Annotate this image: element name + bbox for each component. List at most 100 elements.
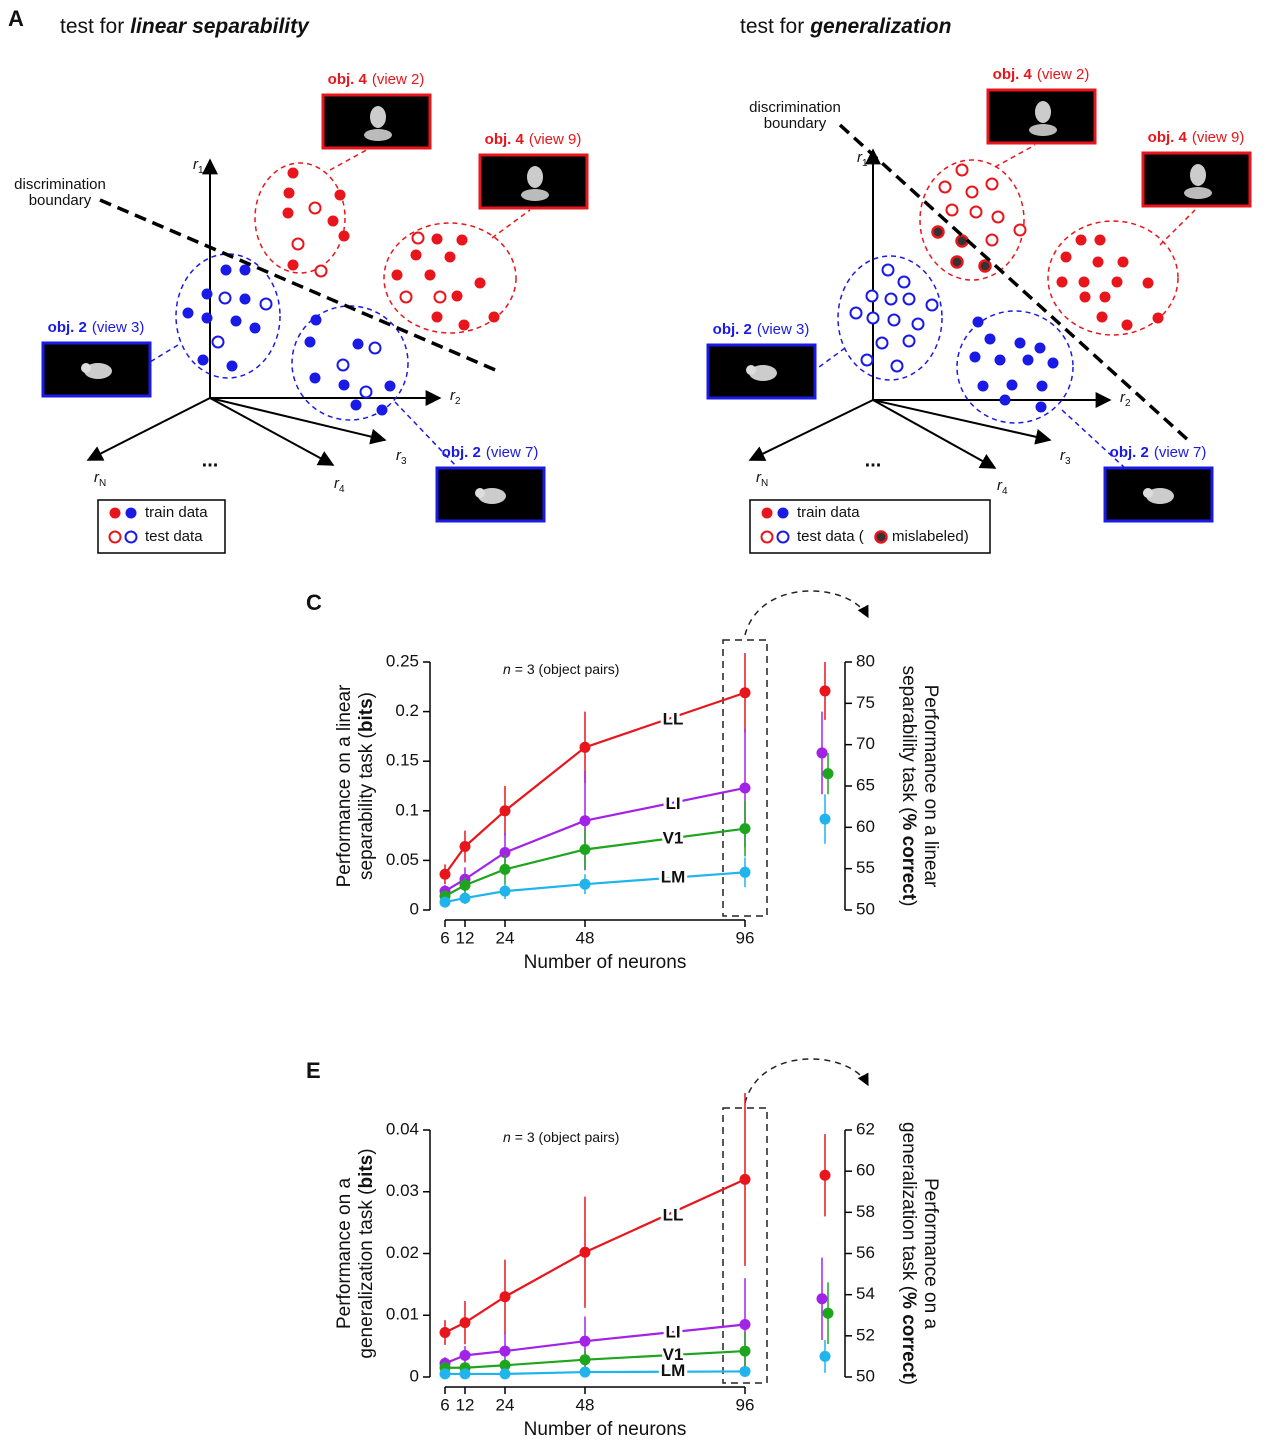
y2-data-point	[816, 747, 828, 759]
train-point	[391, 269, 403, 281]
stimulus-head	[527, 166, 543, 188]
y2-axis-label-unit: % correct	[898, 1292, 919, 1379]
y-axis-label: separability task (bits)	[356, 692, 377, 880]
test-point	[860, 353, 874, 367]
series-label: LL	[663, 710, 684, 729]
highlight-box	[722, 639, 768, 917]
train-point	[226, 360, 238, 372]
highlight-box	[722, 1107, 768, 1384]
neuron-axis	[748, 399, 874, 461]
neuron-axis	[209, 397, 335, 466]
data-point	[579, 1354, 591, 1366]
axis-label: r3	[1060, 447, 1071, 467]
data-point	[739, 866, 751, 878]
series-line	[444, 1323, 746, 1365]
y2-axis-label-unit: % correct	[898, 813, 919, 900]
stimulus-head	[1190, 164, 1206, 186]
y2-data-point	[822, 1307, 834, 1319]
train-point	[984, 333, 996, 345]
stimulus-head	[81, 363, 91, 373]
x-tick-label: 12	[456, 928, 475, 947]
connector	[329, 146, 373, 171]
mislabeled-point	[931, 225, 945, 239]
data-point	[459, 841, 471, 853]
train-point	[249, 322, 261, 334]
stimulus-head	[475, 488, 485, 498]
data-point	[739, 823, 751, 835]
data-point	[439, 1327, 451, 1339]
train-point	[197, 354, 209, 366]
y-axis-label: Performance on a	[334, 1178, 355, 1329]
stimulus-head	[746, 365, 756, 375]
data-point	[579, 1246, 591, 1258]
axis-subscript: 2	[455, 396, 461, 407]
train-point	[1111, 276, 1123, 288]
train-point	[424, 269, 436, 281]
y2-tick-label: 65	[856, 775, 875, 794]
test-point	[259, 297, 273, 311]
data-point	[499, 1345, 511, 1357]
train-point	[309, 372, 321, 384]
object-name: obj. 4	[1148, 129, 1188, 146]
object-label: obj. 4 (view 2)	[328, 71, 425, 88]
data-point	[579, 1366, 591, 1378]
train-point	[220, 264, 232, 276]
axis-subscript: N	[761, 478, 768, 489]
object-name: obj. 2	[48, 319, 87, 336]
x-axis-label: Number of neurons	[524, 1419, 687, 1440]
train-point	[1036, 380, 1048, 392]
highlight-arrow	[744, 1058, 869, 1104]
test-point	[359, 385, 373, 399]
y2-axis-label-part: )	[898, 1379, 919, 1385]
discrimination-boundary	[99, 198, 501, 374]
train-point	[1094, 234, 1106, 246]
test-point	[433, 290, 447, 304]
object-label: obj. 4 (view 9)	[1148, 129, 1245, 146]
train-point	[334, 189, 346, 201]
train-point	[972, 316, 984, 328]
boundary-label: boundary	[29, 192, 92, 209]
train-point	[1060, 251, 1072, 263]
train-point	[384, 380, 396, 392]
test-point	[985, 177, 999, 191]
test-point	[875, 336, 889, 350]
test-point	[336, 358, 350, 372]
data-point	[499, 846, 511, 858]
cluster	[254, 162, 346, 274]
axis-symbol: r	[857, 149, 863, 166]
test-point	[902, 292, 916, 306]
cluster	[956, 310, 1074, 424]
legend-mislabeled-label: mislabeled)	[892, 528, 969, 545]
data-point	[459, 1368, 471, 1380]
stimulus-shoulders	[1029, 124, 1057, 136]
annotation: n = 3 (object pairs)	[503, 1129, 619, 1145]
annotation-n: n	[503, 661, 511, 677]
panel-title: test for linear separability	[60, 15, 310, 38]
object-label: obj. 2 (view 3)	[713, 321, 810, 338]
y2-tick-label: 56	[856, 1243, 875, 1262]
annotation-text: = 3 (object pairs)	[515, 661, 620, 677]
train-point	[352, 338, 364, 350]
x-tick-label: 48	[576, 928, 595, 947]
stimulus-head	[1035, 101, 1051, 123]
train-point	[287, 259, 299, 271]
discrimination-boundary	[838, 123, 1190, 442]
axis-symbol: r	[193, 156, 199, 173]
test-point	[897, 275, 911, 289]
train-point	[287, 167, 299, 179]
data-point	[739, 782, 751, 794]
x-axis-label: Number of neurons	[524, 952, 687, 973]
test-point	[884, 292, 898, 306]
stimulus-head	[370, 106, 386, 128]
y2-axis-label: separability task (% correct)	[898, 666, 919, 907]
stimulus-head	[1143, 488, 1153, 498]
train-point	[1022, 354, 1034, 366]
object-view: (view 9)	[1192, 129, 1245, 146]
connector	[491, 209, 531, 239]
train-point	[1078, 276, 1090, 288]
series-label: LI	[665, 1322, 680, 1341]
data-point	[439, 868, 451, 880]
cluster	[919, 159, 1025, 281]
data-point	[439, 1368, 451, 1380]
